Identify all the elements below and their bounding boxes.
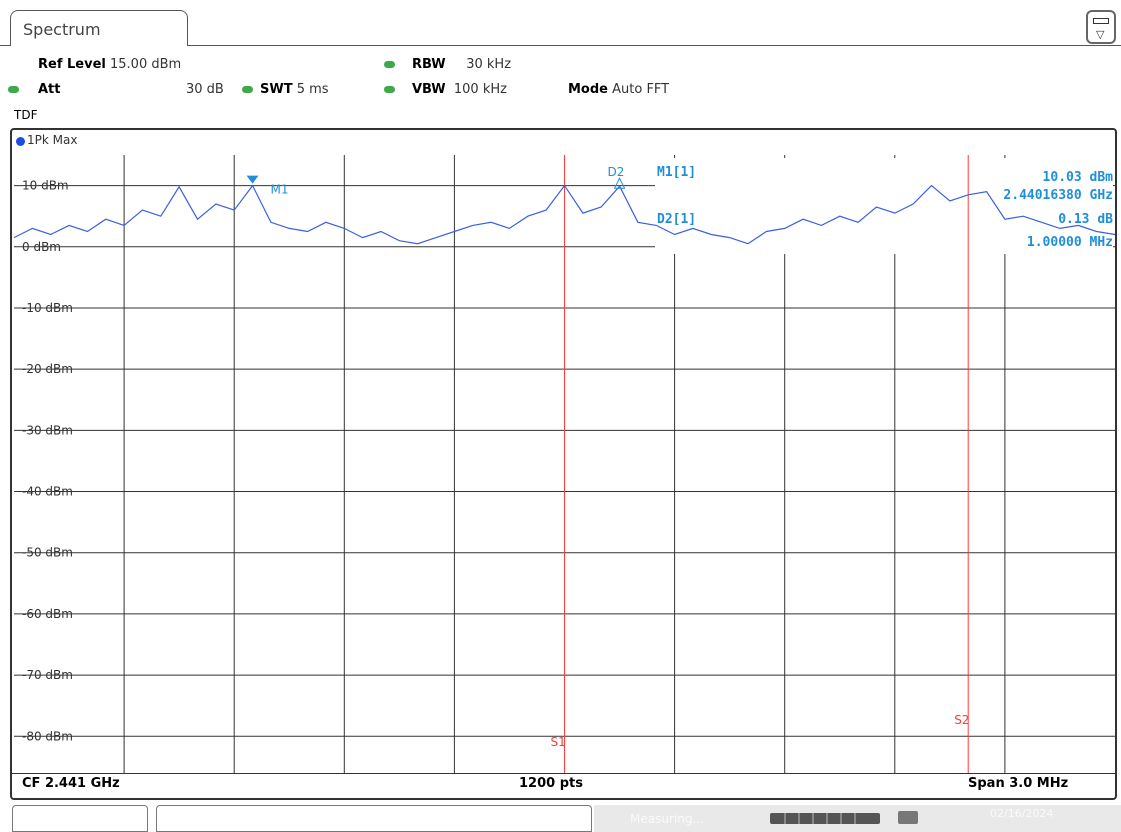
tab-spectrum[interactable]: Spectrum xyxy=(10,10,188,46)
marker-m1-icon xyxy=(246,175,259,184)
marker-d2-label: D2 xyxy=(608,165,625,179)
trace-label: 1Pk Max xyxy=(27,133,78,147)
display-config-button[interactable]: ▽ xyxy=(1086,10,1116,44)
rbw-label: RBW xyxy=(412,57,446,72)
vbw-value: 100 kHz xyxy=(453,82,507,97)
status-panel-left[interactable] xyxy=(12,805,148,832)
triangle-down-icon: ▽ xyxy=(1096,28,1105,41)
status-panel-message[interactable] xyxy=(156,805,592,832)
frequency-span: Span 3.0 MHz xyxy=(968,776,1069,791)
y-tick-label: -30 dBm xyxy=(22,423,73,437)
swt-value: 5 ms xyxy=(296,82,329,97)
tdf-label: TDF xyxy=(14,108,38,122)
m1-readout-level: 10.03 dBm xyxy=(1043,170,1114,185)
d2-readout-level: 0.13 dB xyxy=(1058,212,1113,227)
att-label: Att xyxy=(38,82,61,97)
y-tick-label: -40 dBm xyxy=(22,485,73,499)
rbw-param: RBW 30 kHz xyxy=(412,57,511,73)
s1-label: S1 xyxy=(551,735,566,749)
swt-label: SWT xyxy=(260,82,293,97)
instrument-status-icon xyxy=(898,811,918,824)
y-tick-label: -70 dBm xyxy=(22,668,73,682)
att-value: 30 dB xyxy=(186,82,224,97)
status-date: 02/16/2024 xyxy=(990,807,1054,820)
rbw-value: 30 kHz xyxy=(466,57,512,72)
mode-value: Auto FFT xyxy=(612,82,670,97)
rbw-status-dot xyxy=(384,61,395,68)
y-tick-label: -60 dBm xyxy=(22,607,73,621)
measuring-status: Measuring... xyxy=(630,812,704,826)
y-tick-label: -80 dBm xyxy=(22,729,73,743)
tab-divider-right xyxy=(187,45,1121,46)
y-tick-label: -10 dBm xyxy=(22,301,73,315)
att-param-value: 30 dB xyxy=(186,82,224,98)
m1-readout-frequency: 2.44016380 GHz xyxy=(1003,188,1113,203)
trace-indicator-dot xyxy=(16,137,25,146)
att-status-dot xyxy=(8,86,19,93)
tab-spectrum-label: Spectrum xyxy=(23,20,101,39)
swt-status-dot xyxy=(242,86,253,93)
y-tick-label: -50 dBm xyxy=(22,546,73,560)
y-tick-label: 10 dBm xyxy=(22,179,69,193)
swt-param: SWT 5 ms xyxy=(260,82,329,98)
measurement-progress-bar xyxy=(770,813,880,824)
vbw-param: VBW 100 kHz xyxy=(412,82,507,98)
ref-level-param: Ref Level 15.00 dBm xyxy=(38,57,181,73)
mode-label: Mode xyxy=(568,82,608,97)
ref-level-value: 15.00 dBm xyxy=(110,57,182,72)
y-tick-label: -20 dBm xyxy=(22,362,73,376)
marker-d2-icon xyxy=(613,177,626,189)
sweep-points: 1200 pts xyxy=(519,776,583,791)
ref-level-label: Ref Level xyxy=(38,57,106,72)
vbw-label: VBW xyxy=(412,82,446,97)
m1-readout-label: M1[1] xyxy=(657,165,696,180)
center-frequency: CF 2.441 GHz xyxy=(22,776,120,791)
y-tick-label: 0 dBm xyxy=(22,240,61,254)
s2-label: S2 xyxy=(954,713,969,727)
mode-param: Mode Auto FFT xyxy=(568,82,669,98)
marker-m1-label: M1 xyxy=(271,183,289,197)
att-param-label: Att xyxy=(38,82,61,98)
vbw-status-dot xyxy=(384,86,395,93)
d2-readout-frequency: 1.00000 MHz xyxy=(1027,235,1113,250)
tab-divider-left xyxy=(0,45,11,46)
footer-separator xyxy=(12,773,1115,774)
spectrum-trace xyxy=(13,184,1116,245)
display-bar-icon xyxy=(1093,18,1109,24)
d2-readout-label: D2[1] xyxy=(657,212,696,227)
